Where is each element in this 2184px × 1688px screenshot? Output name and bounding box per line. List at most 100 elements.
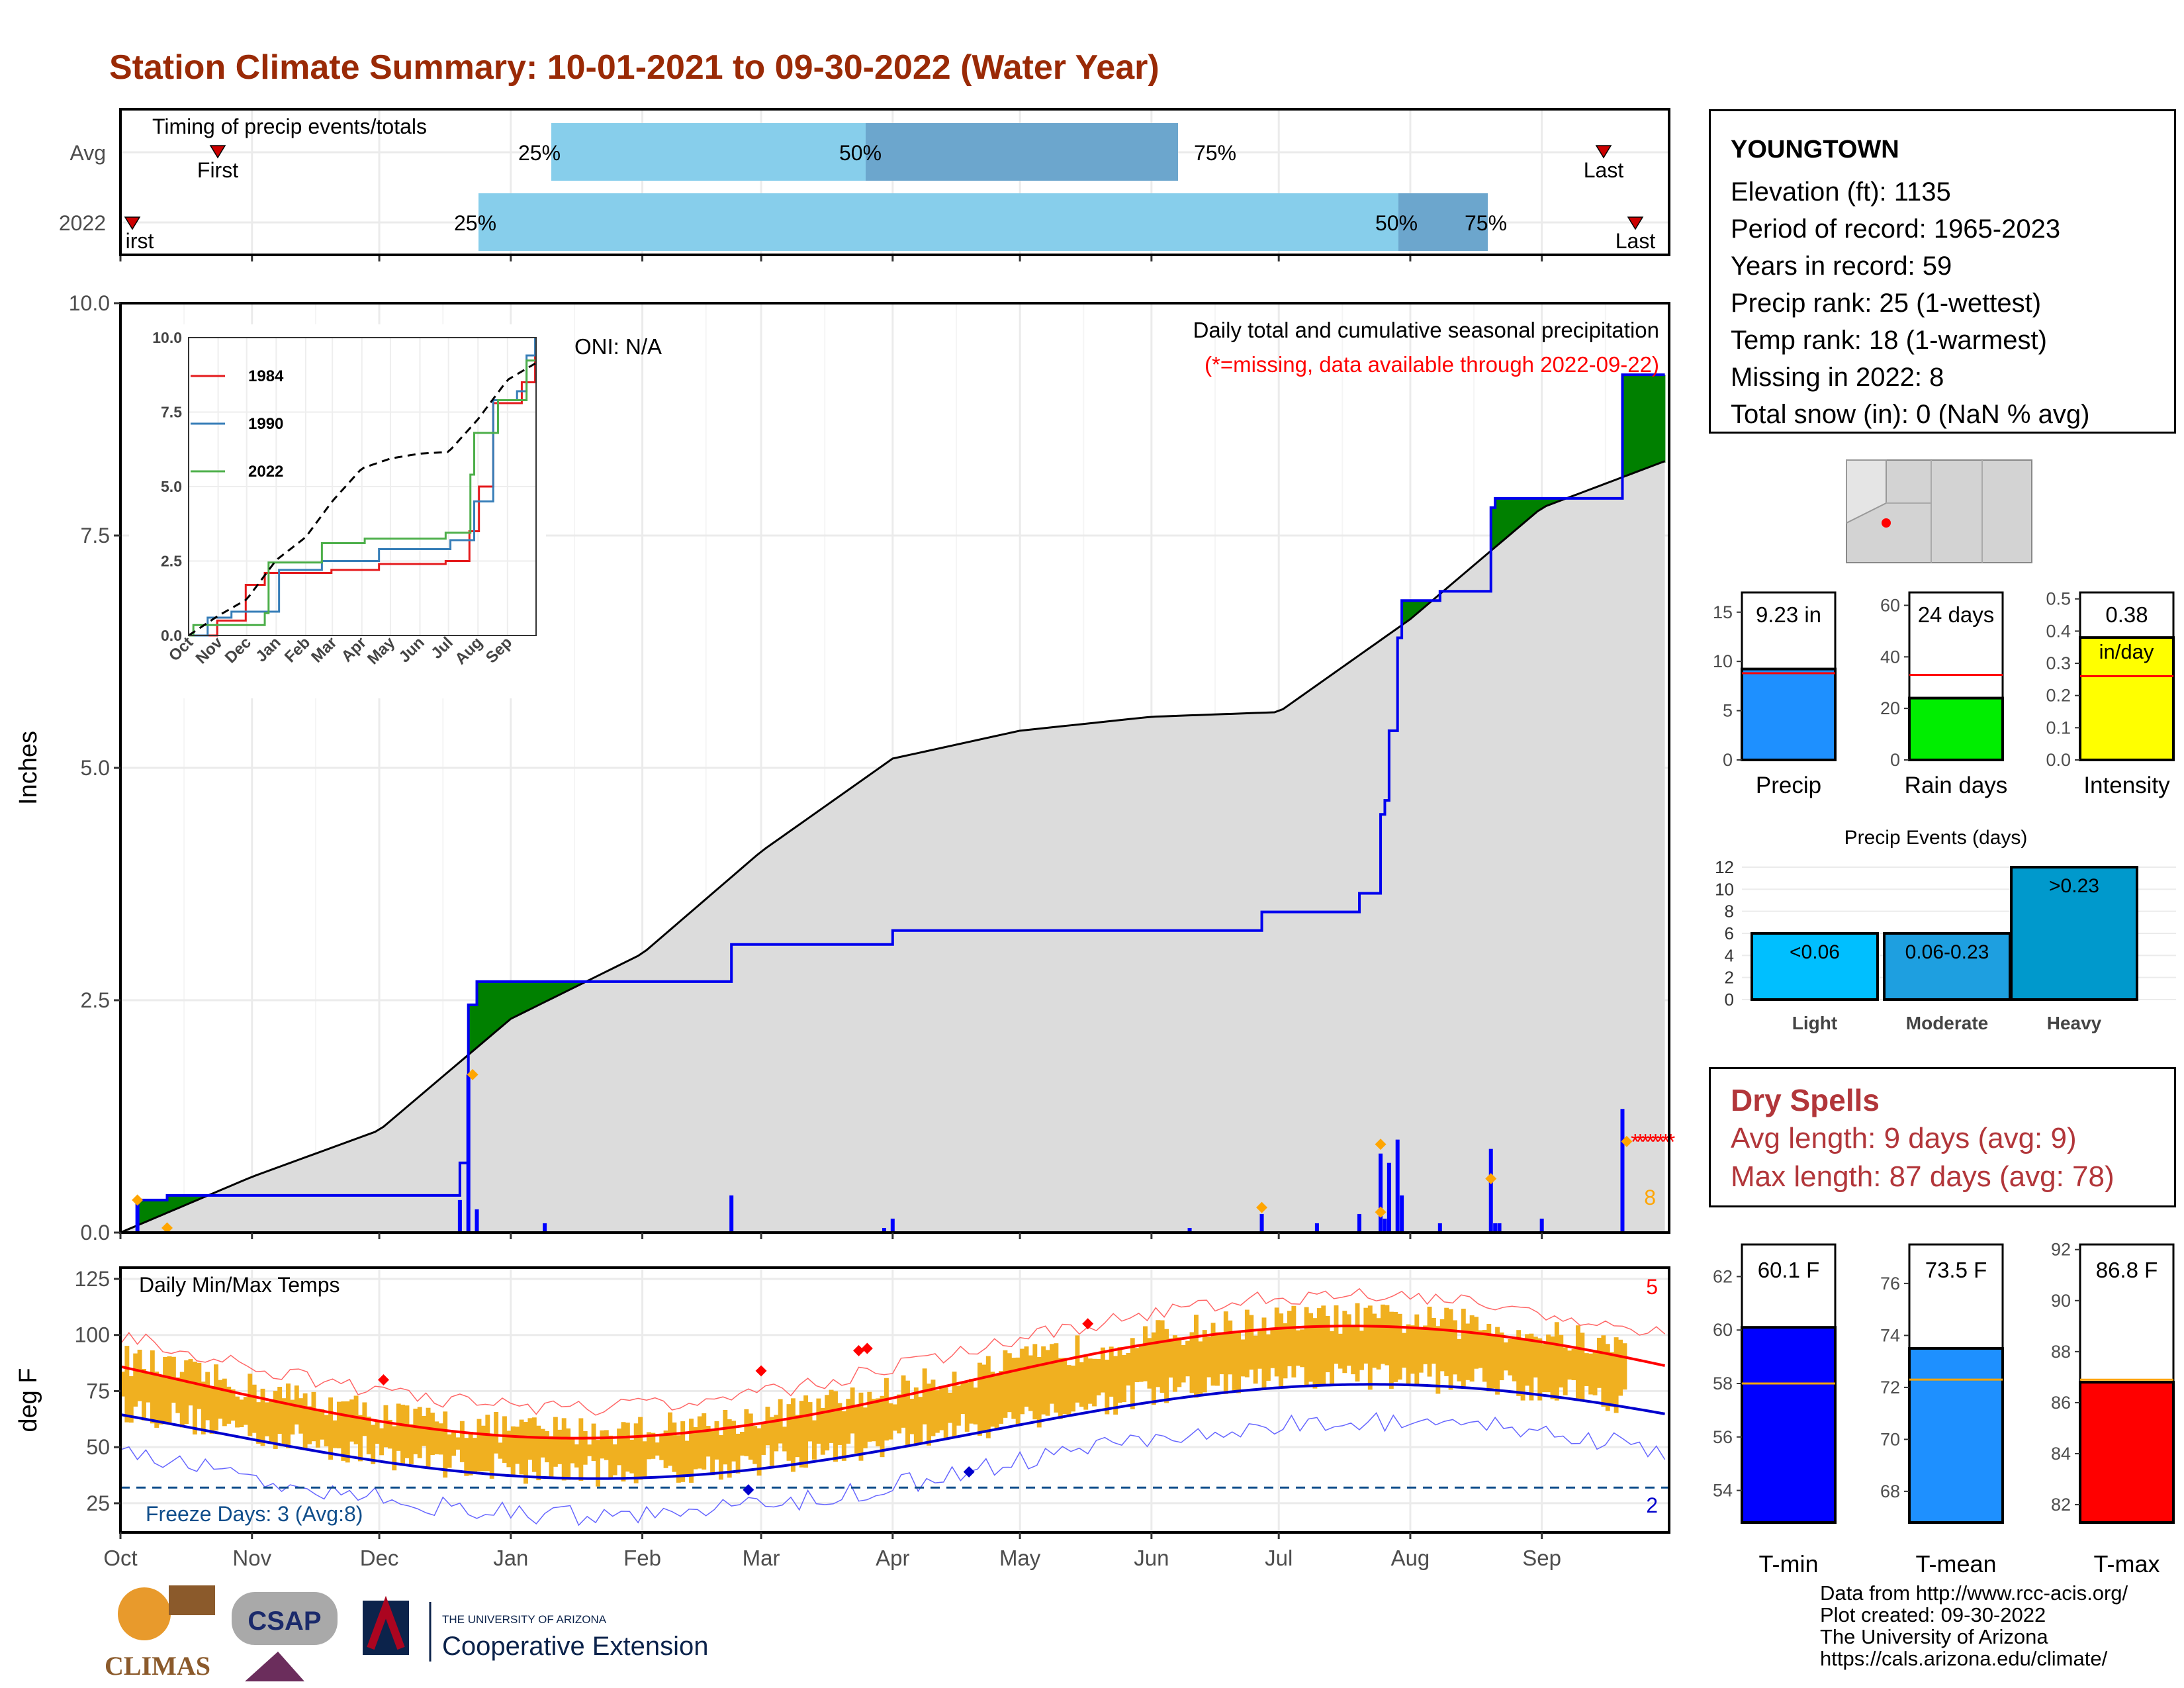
daily-temp-bar — [638, 1417, 643, 1480]
daily-temp-bar — [519, 1419, 524, 1475]
summary-bars: 0 5 10 15 9.23 in Precip 0 20 40 60 24 days Rain da… — [1713, 589, 2175, 798]
departure-fill — [1418, 600, 1424, 612]
ytick-label: 25 — [86, 1491, 110, 1515]
daily-temp-bar — [1041, 1346, 1046, 1415]
departure-fill — [167, 1195, 172, 1213]
daily-temp-bar — [269, 1401, 274, 1444]
daily-temp-bar — [477, 1419, 482, 1472]
daily-temp-bar — [820, 1407, 825, 1455]
raindays-summary-label: Rain days — [1905, 773, 2008, 798]
daily-temp-bar — [1410, 1325, 1415, 1374]
daily-temp-bar — [846, 1399, 851, 1444]
daily-temp-bar — [1270, 1329, 1275, 1368]
daily-temp-bar — [1168, 1338, 1173, 1378]
daily-temp-bar — [858, 1392, 864, 1461]
daily-temp-bar — [1177, 1337, 1182, 1387]
daily-precip-bar — [1357, 1213, 1361, 1233]
ytick-label: 10.0 — [69, 291, 110, 315]
legend-label: 1990 — [248, 415, 283, 433]
departure-fill — [480, 981, 486, 1045]
inset-ytick: 5.0 — [161, 478, 182, 495]
daily-temp-bar — [807, 1402, 813, 1442]
missing-marker: * — [1641, 1130, 1649, 1155]
daily-temp-bar — [1541, 1344, 1547, 1393]
daily-temp-bar — [366, 1417, 371, 1454]
month-label: Dec — [360, 1546, 399, 1570]
tmean-summary-bar — [1908, 1347, 2004, 1524]
daily-temp-bar — [298, 1398, 304, 1434]
daily-temp-bar — [430, 1413, 435, 1456]
ytick-label: 0.1 — [2046, 718, 2071, 737]
departure-fill — [494, 981, 499, 1033]
daily-temp-bar — [1461, 1308, 1466, 1389]
daily-temp-bar — [1351, 1326, 1356, 1375]
precip-summary-label: Precip — [1756, 773, 1821, 798]
record-high-marker — [377, 1374, 389, 1385]
daily-temp-bar — [756, 1428, 762, 1476]
ytick-label: 76 — [1880, 1274, 1900, 1293]
daily-temp-bar — [328, 1397, 334, 1460]
daily-temp-bar — [625, 1423, 630, 1472]
daily-temp-bar — [167, 1356, 172, 1424]
departure-fill — [158, 1199, 163, 1217]
daily-temp-bar — [1181, 1345, 1186, 1383]
timing-border — [119, 108, 1670, 256]
daily-temp-bar — [1257, 1329, 1263, 1369]
record-high-marker — [755, 1365, 767, 1377]
daily-temp-bar — [146, 1372, 151, 1403]
departure-fill — [1495, 498, 1500, 547]
departure-fill — [146, 1199, 151, 1222]
station-period: Period of record: 1965-2023 — [1731, 214, 2061, 244]
daily-temp-bar — [142, 1368, 146, 1421]
ua-big-text: Cooperative Extension — [442, 1632, 708, 1661]
daily-temp-bar — [1096, 1358, 1101, 1395]
legend-label: 1984 — [248, 367, 284, 385]
daily-precip-bar — [1488, 1149, 1493, 1233]
daily-temp-bar — [434, 1421, 439, 1454]
event-category: Light — [1792, 1013, 1837, 1033]
daily-temp-bar — [655, 1442, 660, 1456]
record-high-marker — [861, 1342, 873, 1354]
ytick-label: 0 — [1890, 750, 1900, 770]
daily-temp-bar — [1525, 1334, 1529, 1386]
inset-ytick: 7.5 — [161, 404, 182, 421]
daily-temp-bar — [1261, 1317, 1267, 1390]
daily-temp-bar — [939, 1385, 944, 1430]
daily-temp-bar — [574, 1444, 579, 1468]
departure-fill — [545, 981, 550, 1002]
record-low-marker — [963, 1466, 975, 1477]
daily-precip-bar — [1187, 1227, 1192, 1233]
dry-spells-box: Dry Spells Avg length: 9 days (avg: 9) M… — [1709, 1067, 2176, 1207]
daily-temp-bar — [485, 1415, 490, 1472]
ytick-label: 92 — [2051, 1240, 2071, 1260]
daily-temp-bar — [1567, 1350, 1572, 1380]
departure-fill — [570, 981, 575, 990]
daily-temp-bar — [693, 1427, 698, 1470]
daily-temp-bar — [587, 1444, 592, 1456]
daily-temp-bar — [718, 1435, 723, 1480]
dry-spells-max: Max length: 87 days (avg: 78) — [1731, 1160, 2115, 1193]
first-marker — [209, 145, 226, 159]
missing-marker: * — [1651, 1130, 1660, 1155]
station-years: Years in record: 59 — [1731, 252, 1952, 281]
departure-fill — [566, 981, 571, 992]
daily-temp-bar — [566, 1428, 571, 1480]
missing-note: (*=missing, data available through 2022-… — [1205, 352, 1659, 377]
daily-precip-bar — [882, 1227, 886, 1233]
last-marker — [1595, 145, 1612, 159]
daily-temp-bar — [1240, 1339, 1246, 1377]
daily-temp-bar — [417, 1407, 422, 1458]
daily-temp-bar — [239, 1399, 244, 1428]
daily-temp-bar — [256, 1402, 261, 1444]
daily-temp-bar — [209, 1387, 214, 1434]
missing-marker: * — [1636, 1130, 1645, 1155]
daily-temp-bar — [531, 1417, 537, 1472]
daily-temp-bar — [1265, 1334, 1271, 1381]
station-precip-rank: Precip rank: 25 (1-wettest) — [1731, 289, 2042, 318]
daily-temp-bar — [158, 1374, 163, 1425]
daily-temp-bar — [1300, 1329, 1305, 1368]
daily-temp-bar — [1283, 1323, 1288, 1379]
ytick-label: 0 — [1723, 750, 1733, 770]
daily-precip-bar — [475, 1209, 479, 1233]
